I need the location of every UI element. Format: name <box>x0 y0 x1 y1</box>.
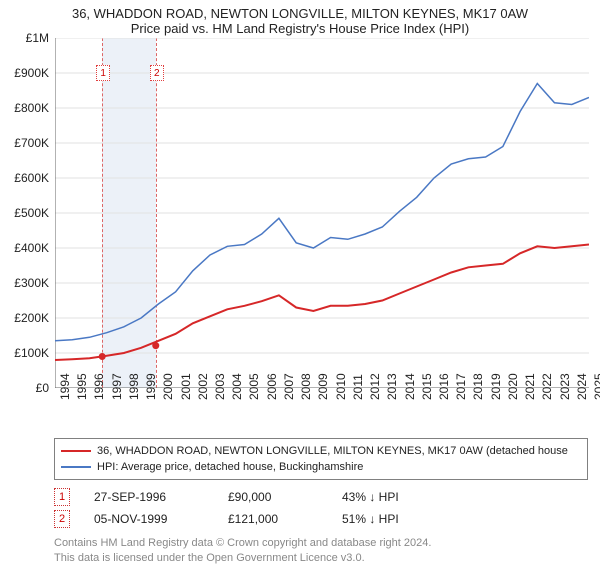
footer: Contains HM Land Registry data © Crown c… <box>54 536 588 566</box>
footer-line: This data is licensed under the Open Gov… <box>54 551 588 566</box>
x-tick-label: 2008 <box>299 373 313 400</box>
x-tick-label: 1995 <box>75 373 89 400</box>
events-table: 1 27-SEP-1996 £90,000 43% ↓ HPI 2 05-NOV… <box>54 486 588 530</box>
x-tick-label: 2006 <box>265 373 279 400</box>
event-hpi: 43% ↓ HPI <box>342 486 399 508</box>
y-tick-label: £300K <box>14 276 55 290</box>
x-tick-label: 2018 <box>471 373 485 400</box>
legend: 36, WHADDON ROAD, NEWTON LONGVILLE, MILT… <box>54 438 588 480</box>
y-tick-label: £500K <box>14 206 55 220</box>
event-price: £90,000 <box>228 486 318 508</box>
x-tick-label: 2019 <box>489 373 503 400</box>
x-tick-label: 1994 <box>58 373 72 400</box>
x-tick-label: 1998 <box>127 373 141 400</box>
x-tick-label: 2022 <box>540 373 554 400</box>
x-tick-label: 2023 <box>558 373 572 400</box>
x-tick-label: 2020 <box>506 373 520 400</box>
x-tick-label: 1997 <box>110 373 124 400</box>
chart-svg <box>55 38 589 388</box>
x-tick-label: 2017 <box>454 373 468 400</box>
legend-label: 36, WHADDON ROAD, NEWTON LONGVILLE, MILT… <box>97 443 568 459</box>
event-marker: 2 <box>54 510 70 528</box>
y-tick-label: £700K <box>14 136 55 150</box>
x-tick-label: 2010 <box>334 373 348 400</box>
legend-swatch <box>61 466 91 468</box>
event-marker: 1 <box>54 488 70 506</box>
x-tick-label: 2002 <box>196 373 210 400</box>
chart-marker-label: 2 <box>150 65 164 81</box>
x-tick-label: 2007 <box>282 373 296 400</box>
y-tick-label: £900K <box>14 66 55 80</box>
x-tick-label: 2004 <box>230 373 244 400</box>
chart-container: 36, WHADDON ROAD, NEWTON LONGVILLE, MILT… <box>0 0 600 566</box>
x-tick-label: 2009 <box>316 373 330 400</box>
x-tick-label: 1999 <box>144 373 158 400</box>
legend-row: 36, WHADDON ROAD, NEWTON LONGVILLE, MILT… <box>61 443 581 459</box>
x-axis-labels: 1994199519961997199819992000200120022003… <box>54 388 588 434</box>
chart-title-line2: Price paid vs. HM Land Registry's House … <box>8 21 592 36</box>
chart-marker-label: 1 <box>96 65 110 81</box>
x-tick-label: 2005 <box>247 373 261 400</box>
x-tick-label: 2024 <box>575 373 589 400</box>
y-tick-label: £1M <box>26 31 55 45</box>
x-tick-label: 2014 <box>403 373 417 400</box>
y-tick-label: £200K <box>14 311 55 325</box>
legend-row: HPI: Average price, detached house, Buck… <box>61 459 581 475</box>
y-tick-label: £400K <box>14 241 55 255</box>
x-tick-label: 2013 <box>385 373 399 400</box>
x-tick-label: 1996 <box>92 373 106 400</box>
footer-line: Contains HM Land Registry data © Crown c… <box>54 536 588 551</box>
x-tick-label: 2003 <box>213 373 227 400</box>
x-tick-label: 2016 <box>437 373 451 400</box>
x-tick-label: 2012 <box>368 373 382 400</box>
event-date: 05-NOV-1999 <box>94 508 204 530</box>
x-tick-label: 2000 <box>161 373 175 400</box>
y-tick-label: £100K <box>14 346 55 360</box>
x-tick-label: 2011 <box>351 374 365 400</box>
x-tick-label: 2025 <box>592 373 600 400</box>
legend-swatch <box>61 450 91 452</box>
y-tick-label: £600K <box>14 171 55 185</box>
chart-title-line1: 36, WHADDON ROAD, NEWTON LONGVILLE, MILT… <box>8 6 592 21</box>
event-hpi: 51% ↓ HPI <box>342 508 399 530</box>
event-row: 1 27-SEP-1996 £90,000 43% ↓ HPI <box>54 486 588 508</box>
x-tick-label: 2015 <box>420 373 434 400</box>
event-row: 2 05-NOV-1999 £121,000 51% ↓ HPI <box>54 508 588 530</box>
event-date: 27-SEP-1996 <box>94 486 204 508</box>
event-price: £121,000 <box>228 508 318 530</box>
x-tick-label: 2001 <box>179 373 193 400</box>
y-tick-label: £800K <box>14 101 55 115</box>
plot-area: £0£100K£200K£300K£400K£500K£600K£700K£80… <box>54 38 589 388</box>
title-block: 36, WHADDON ROAD, NEWTON LONGVILLE, MILT… <box>0 0 600 38</box>
legend-label: HPI: Average price, detached house, Buck… <box>97 459 363 475</box>
x-tick-label: 2021 <box>523 373 537 400</box>
y-tick-label: £0 <box>36 381 55 395</box>
